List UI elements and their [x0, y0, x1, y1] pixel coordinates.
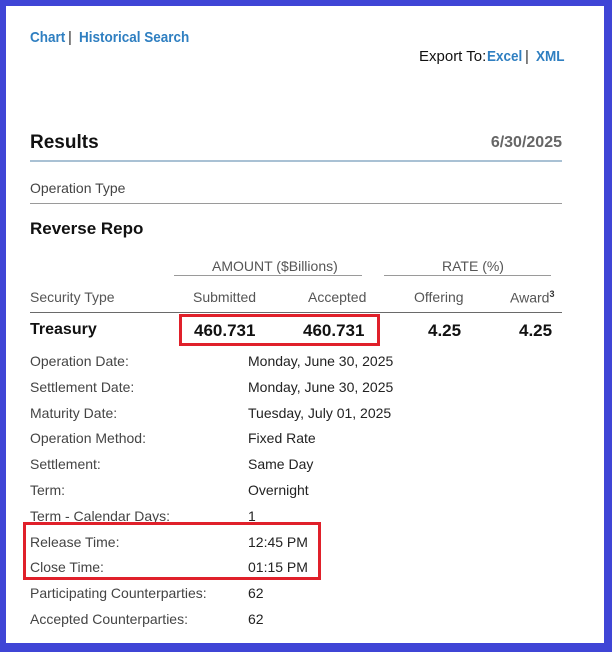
detail-label: Term: [30, 482, 65, 498]
row-accepted: 460.731 [303, 321, 365, 340]
detail-value: 12:45 PM [248, 534, 308, 550]
results-panel [6, 6, 604, 643]
detail-label: Operation Method: [30, 430, 146, 446]
rate-group-rule [384, 275, 551, 276]
detail-value: Monday, June 30, 2025 [248, 353, 394, 369]
detail-value: Same Day [248, 456, 314, 472]
amount-group-header: AMOUNT ($Billions) [212, 258, 338, 274]
amount-group-rule [174, 275, 362, 276]
detail-value: 62 [248, 585, 264, 601]
detail-label: Participating Counterparties: [30, 585, 207, 601]
col-security-type: Security Type [30, 289, 115, 305]
col-award-footnote: 3 [549, 289, 555, 299]
nav-separator: | [68, 29, 72, 46]
row-security: Treasury [30, 321, 97, 338]
detail-value: 01:15 PM [248, 559, 308, 575]
col-submitted: Submitted [193, 289, 257, 305]
rate-group-header: RATE (%) [442, 258, 504, 274]
export-separator: | [525, 48, 529, 65]
export-label: Export To: [419, 48, 487, 65]
table-header-divider [30, 312, 562, 313]
detail-value: 62 [248, 611, 264, 627]
export-excel-link[interactable]: Excel [487, 48, 523, 65]
results-divider [30, 160, 562, 162]
detail-label: Maturity Date: [30, 405, 118, 421]
col-offering: Offering [414, 289, 464, 305]
detail-label: Term - Calendar Days: [30, 508, 171, 524]
detail-value: 1 [248, 508, 256, 524]
row-submitted: 460.731 [194, 321, 256, 340]
col-award-label: Award [510, 289, 550, 306]
detail-label: Release Time: [30, 534, 120, 550]
detail-label: Settlement Date: [30, 379, 135, 395]
col-accepted: Accepted [308, 289, 367, 305]
results-date: 6/30/2025 [490, 134, 562, 151]
row-award: 4.25 [519, 321, 553, 340]
detail-label: Operation Date: [30, 353, 129, 369]
export-xml-link[interactable]: XML [536, 48, 565, 65]
detail-value: Overnight [248, 482, 309, 498]
results-title: Results [30, 132, 99, 153]
row-offering: 4.25 [428, 321, 462, 340]
operation-type-label: Operation Type [30, 180, 126, 196]
amount-highlight-box [179, 314, 380, 346]
detail-label: Settlement: [30, 456, 101, 472]
detail-value: Tuesday, July 01, 2025 [248, 405, 392, 421]
col-award: Award3 [510, 289, 554, 306]
detail-value: Monday, June 30, 2025 [248, 379, 394, 395]
historical-search-link[interactable]: Historical Search [79, 29, 190, 46]
operation-type-value: Reverse Repo [30, 219, 144, 238]
time-highlight-box [23, 522, 321, 580]
detail-value: Fixed Rate [248, 430, 316, 446]
detail-label: Close Time: [30, 559, 104, 575]
operation-type-divider [30, 203, 562, 204]
detail-label: Accepted Counterparties: [30, 611, 188, 627]
chart-link[interactable]: Chart [30, 29, 66, 46]
